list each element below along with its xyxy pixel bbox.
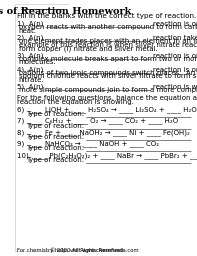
Text: nitrate.: nitrate. [19,77,45,83]
Text: 9)  ____ NaHCO₃ → ____ NaOH + ____ CO₂: 9) ____ NaHCO₃ → ____ NaOH + ____ CO₂ [17,140,159,147]
Text: complex molecule breaks apart to form two or more less complicated: complex molecule breaks apart to form tw… [19,56,197,62]
Text: example of this reaction is when silver nitrate reacts with copper metal to: example of this reaction is when silver … [19,42,197,48]
Text: one element trades places with an element in an ionic compound.  An: one element trades places with an elemen… [19,38,197,44]
Text: 4)  A(n) ______________________________ reaction is one where the: 4) A(n) ______________________________ r… [17,66,197,72]
Text: 6)  ____ LiOH + ____ H₂SO₄ → ____ Li₂SO₄ + ____ H₂O: 6) ____ LiOH + ____ H₂SO₄ → ____ Li₂SO₄ … [17,106,197,113]
Text: sodium chloride reacts with silver nitrate to form silver chloride and sodium: sodium chloride reacts with silver nitra… [19,73,197,79]
Text: cations of two ionic compounds switch places.  An example of this is when: cations of two ionic compounds switch pl… [19,70,197,76]
Text: © 2000 All Rights Reserved: © 2000 All Rights Reserved [50,248,123,253]
Text: heat.: heat. [19,28,37,34]
Text: 2)  A(n) ______________________________ reaction takes place when: 2) A(n) ______________________________ r… [17,34,197,41]
Text: reaction the equation is showing.: reaction the equation is showing. [17,99,134,105]
Text: Type of reaction: ______________________________: Type of reaction: ______________________… [26,145,192,151]
Text: oxygen reacts with another compound to form carbon dioxide, water, and: oxygen reacts with another compound to f… [19,24,197,30]
Text: Type of reaction: ______________________________: Type of reaction: ______________________… [26,111,192,117]
Text: more simple compounds join to form a more complicated one.: more simple compounds join to form a mor… [19,87,197,93]
Text: Type of reaction: ______________________________: Type of reaction: ______________________… [26,156,192,163]
Text: Type of reaction: ______________________________: Type of reaction: ______________________… [26,122,192,129]
Text: 1)  A(n) ______________________________ reaction is one in which: 1) A(n) ______________________________ r… [17,20,197,27]
Text: For chemistry help, visit www.chemfiesta.com: For chemistry help, visit www.chemfiesta… [17,248,138,253]
Text: 5)  A(n) ______________________________ reaction is when two or: 5) A(n) ______________________________ r… [17,83,197,90]
Text: 3)  A(n) ______________________________ reaction is one where a: 3) A(n) ______________________________ r… [17,52,197,59]
Text: 10)  ____ Pb(C₂H₃O₂)₂ + ____ NaBr → ____ PbBr₂ + ____ Na(C₂H₃O₂): 10) ____ Pb(C₂H₃O₂)₂ + ____ NaBr → ____ … [17,152,197,159]
Text: Six Types of Reaction Homework: Six Types of Reaction Homework [0,7,131,16]
Text: Fill in the blanks with the correct type of reaction.: Fill in the blanks with the correct type… [17,13,196,19]
Text: 7)  ____ C₆H₁₂ + ____ O₂ → ____ CO₂ + ____ H₂O: 7) ____ C₆H₁₂ + ____ O₂ → ____ CO₂ + ___… [17,118,178,124]
Text: molecules.: molecules. [19,59,57,66]
Text: Type of reaction: ______________________________: Type of reaction: ______________________… [26,133,192,140]
Text: 8)  ____ Fe + ____ NaOH₂ → ____ Ni + ____ Fe(OH)₂: 8) ____ Fe + ____ NaOH₂ → ____ Ni + ____… [17,129,190,136]
Text: form copper (I) nitrate and silver metal.: form copper (I) nitrate and silver metal… [19,46,158,52]
Text: For the following questions, balance the equation and indicate what type of: For the following questions, balance the… [17,95,197,101]
